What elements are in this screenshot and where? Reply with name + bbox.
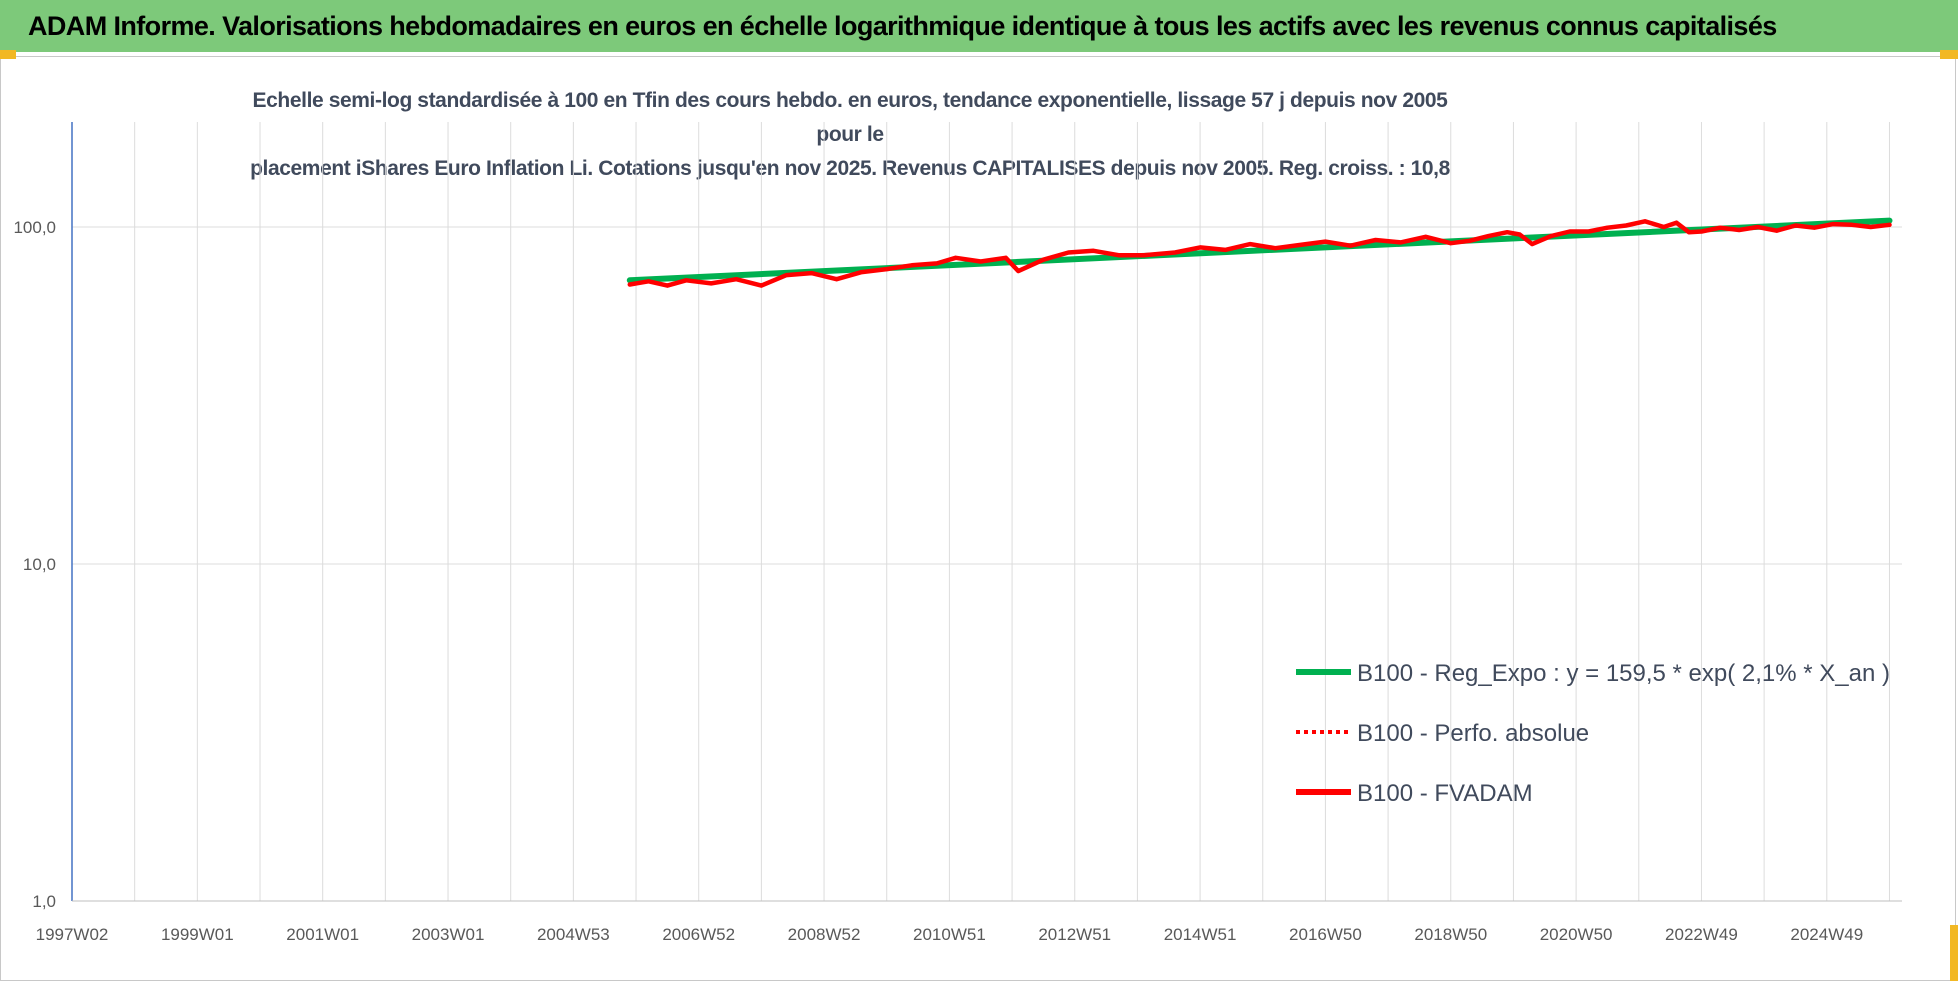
- x-tick-label: 1999W01: [161, 925, 234, 944]
- x-tick-label: 2014W51: [1164, 925, 1237, 944]
- report-title: ADAM Informe. Valorisations hebdomadaire…: [28, 10, 1777, 41]
- chart-title-line-1: Echelle semi-log standardisée à 100 en T…: [252, 89, 1448, 146]
- legend-label: B100 - FVADAM: [1357, 780, 1533, 807]
- x-tick-label: 2022W49: [1665, 925, 1738, 944]
- chart-title: Echelle semi-log standardisée à 100 en T…: [240, 84, 1460, 186]
- frame-corner-handle-bottom-right[interactable]: [1950, 925, 1958, 981]
- axes: [71, 122, 1902, 902]
- frame-corner-handle-top-right[interactable]: [1940, 50, 1958, 59]
- grid-lines: [71, 122, 1902, 902]
- series-line-fvadam: [627, 219, 1892, 288]
- legend: B100 - Reg_Expo : y = 159,5 * exp( 2,1% …: [1296, 660, 1890, 807]
- y-tick-label: 1,0: [32, 892, 56, 911]
- legend-label: B100 - Reg_Expo : y = 159,5 * exp( 2,1% …: [1357, 660, 1890, 687]
- x-tick-label: 2003W01: [412, 925, 485, 944]
- legend-label: B100 - Perfo. absolue: [1357, 720, 1589, 747]
- tick-labels: 1,0 10,0 100,0 1997W02 1999W01 2001W01 2003W01…: [13, 218, 1863, 944]
- x-tick-label: 2001W01: [286, 925, 359, 944]
- x-tick-label: 2024W49: [1790, 925, 1863, 944]
- series-lines: [626, 217, 1893, 288]
- series-line-reg-expo: [626, 217, 1893, 284]
- y-tick-label: 100,0: [13, 218, 56, 237]
- frame-corner-handle-top-left[interactable]: [0, 50, 16, 59]
- chart-frame: [0, 56, 1956, 981]
- report-header: ADAM Informe. Valorisations hebdomadaire…: [0, 0, 1958, 52]
- x-tick-label: 2008W52: [788, 925, 861, 944]
- x-tick-label: 1997W02: [36, 925, 109, 944]
- x-tick-label: 2018W50: [1414, 925, 1487, 944]
- x-tick-label: 2020W50: [1540, 925, 1613, 944]
- x-tick-label: 2012W51: [1038, 925, 1111, 944]
- y-tick-label: 10,0: [23, 555, 56, 574]
- x-tick-label: 2004W53: [537, 925, 610, 944]
- x-tick-label: 2006W52: [662, 925, 735, 944]
- chart-title-line-2: placement iShares Euro Inflation Li. Cot…: [250, 157, 1450, 180]
- x-tick-label: 2016W50: [1289, 925, 1362, 944]
- x-tick-label: 2010W51: [913, 925, 986, 944]
